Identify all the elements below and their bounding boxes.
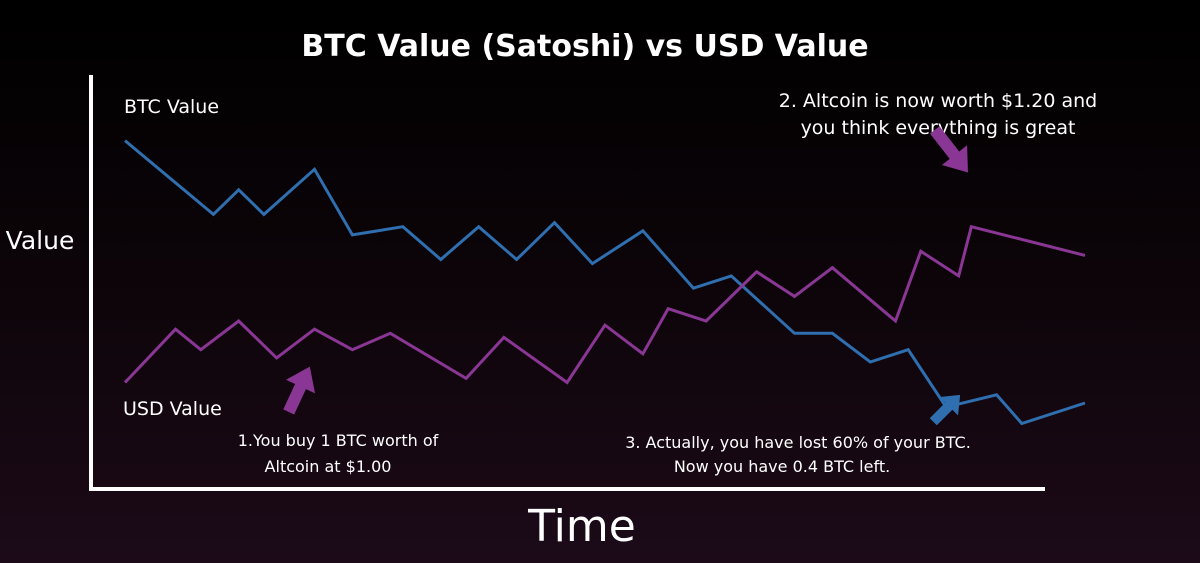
annotation-2: 2. Altcoin is now worth $1.20 and you th… bbox=[779, 90, 1097, 173]
y-axis-label: Value bbox=[6, 226, 75, 255]
series-line-btc bbox=[124, 139, 1086, 426]
series-label-usd: USD Value bbox=[123, 398, 222, 420]
chart-title: BTC Value (Satoshi) vs USD Value bbox=[301, 29, 868, 64]
annotation-1: 1.You buy 1 BTC worth of Altcoin at $1.0… bbox=[238, 366, 439, 476]
annotation-2-arrow-shape bbox=[930, 126, 969, 173]
annotation-1-line-2: Altcoin at $1.00 bbox=[265, 457, 392, 476]
annotation-1-line-1: 1.You buy 1 BTC worth of bbox=[238, 431, 439, 450]
annotation-3: 3. Actually, you have lost 60% of your B… bbox=[625, 394, 971, 476]
annotation-3-line-1: 3. Actually, you have lost 60% of your B… bbox=[625, 433, 971, 452]
annotation-3-arrow-shape bbox=[929, 394, 961, 426]
annotation-1-arrow-shape bbox=[283, 366, 316, 415]
down-arrow-icon bbox=[930, 126, 969, 173]
series-line-usd bbox=[123, 224, 1086, 385]
up-right-arrow-icon bbox=[929, 394, 961, 426]
x-axis-label: Time bbox=[527, 501, 636, 552]
annotation-3-line-2: Now you have 0.4 BTC left. bbox=[674, 457, 890, 476]
annotation-2-line-1: 2. Altcoin is now worth $1.20 and bbox=[779, 90, 1097, 112]
up-arrow-icon bbox=[283, 366, 316, 415]
series-layer bbox=[123, 139, 1086, 426]
series-label-btc: BTC Value bbox=[124, 96, 219, 118]
